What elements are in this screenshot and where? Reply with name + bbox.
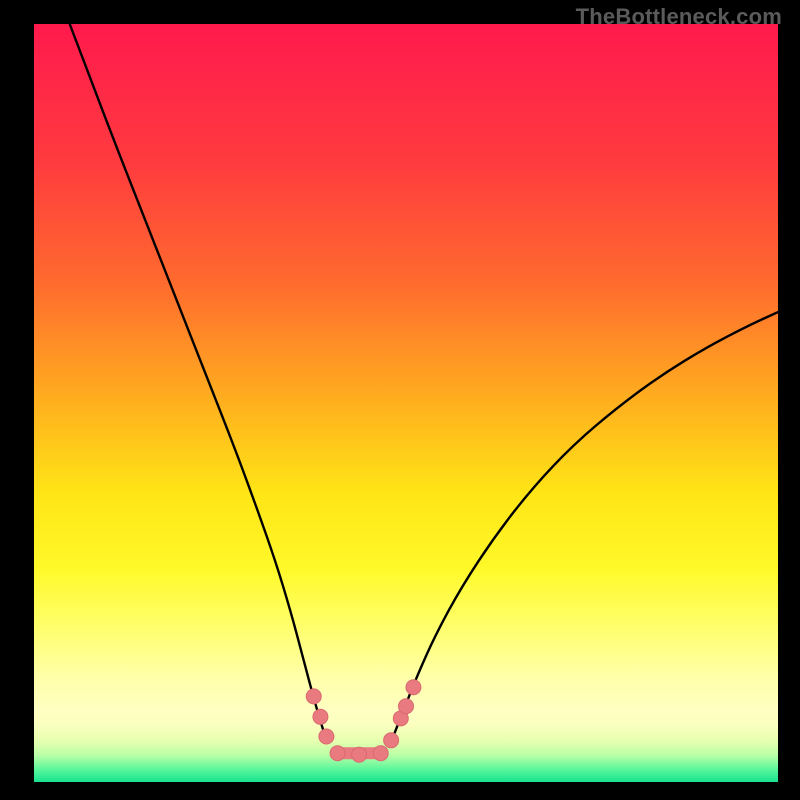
curve-right-branch: [393, 312, 778, 738]
data-marker: [330, 746, 345, 761]
watermark-text: TheBottleneck.com: [576, 4, 782, 30]
curve-left-branch: [70, 24, 326, 738]
data-marker: [306, 689, 321, 704]
plot-area: [34, 24, 778, 782]
stage: TheBottleneck.com: [0, 0, 800, 800]
curve-layer: [34, 24, 778, 782]
data-marker: [313, 709, 328, 724]
data-marker: [384, 733, 399, 748]
data-marker: [373, 746, 388, 761]
data-marker: [319, 729, 334, 744]
data-marker: [399, 699, 414, 714]
data-marker: [352, 747, 367, 762]
data-marker: [406, 680, 421, 695]
